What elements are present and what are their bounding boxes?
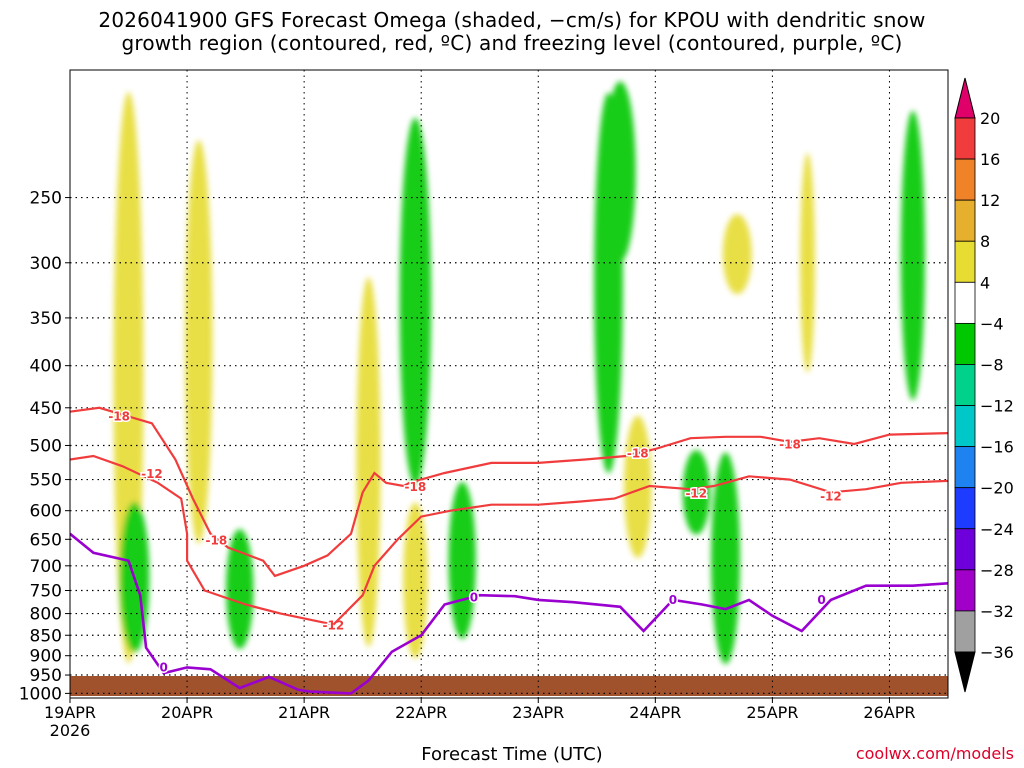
colorbar-label-8: −16 xyxy=(980,438,1014,457)
omega-feature-2-level-1 xyxy=(185,140,213,544)
x-tick-sublabel-year: 2026 xyxy=(50,721,91,740)
colorbar-legend: 20 16 12 8 4 −4 −8 −12 −16 −20 −24 −28 −32 −36 xyxy=(954,77,1014,693)
x-tick-label-25APR: 25APR xyxy=(746,703,798,722)
y-tick-label-950: 950 xyxy=(30,666,62,686)
colorbar-bin-2 xyxy=(954,158,976,201)
contour-label-zero-2: 0 xyxy=(669,593,677,607)
x-tick-label-22APR: 22APR xyxy=(395,703,447,722)
omega-shading xyxy=(113,81,925,665)
omega-feature-12-level-1 xyxy=(711,452,741,665)
colorbar-bin-4 xyxy=(954,240,976,283)
contour-minus18-b xyxy=(409,432,948,484)
contour-label-zero-1: 0 xyxy=(470,591,478,605)
omega-feature-11-level-1 xyxy=(682,450,711,535)
omega-feature-3-level-1 xyxy=(226,529,254,650)
contour-label-minus18-a-1: -18 xyxy=(205,533,227,547)
shading-layer xyxy=(113,81,925,665)
y-tick-label-900: 900 xyxy=(30,647,62,667)
y-tick-label-1000: 1000 xyxy=(19,684,62,704)
ground-bar xyxy=(70,676,948,696)
contour-label-zero-0: 0 xyxy=(159,660,167,674)
omega-feature-7-level-1 xyxy=(448,481,476,639)
contour-label-minus18-a-0: -18 xyxy=(108,410,130,424)
omega-feature-6-level-1 xyxy=(403,502,428,659)
omega-feature-13-level-1 xyxy=(722,214,752,295)
y-tick-label-400: 400 xyxy=(30,357,62,377)
colorbar-bin-11 xyxy=(954,528,976,571)
x-tick-label-21APR: 21APR xyxy=(278,703,330,722)
x-tick-label-23APR: 23APR xyxy=(512,703,564,722)
colorbar-bin-12 xyxy=(954,569,976,612)
colorbar-bin-6 xyxy=(954,322,976,365)
colorbar-bin-bottom-triangle xyxy=(954,651,976,693)
contour-label-minus12-a-0: -12 xyxy=(141,467,163,481)
contour-zero xyxy=(70,532,948,695)
colorbar-bin-7 xyxy=(954,364,976,406)
contour-label-zero-3: 0 xyxy=(817,593,825,607)
y-tick-label-800: 800 xyxy=(30,605,62,625)
y-tick-label-350: 350 xyxy=(30,309,62,329)
colorbar-label-1: 16 xyxy=(980,150,1000,169)
contour-label-minus18-b-2: -18 xyxy=(779,437,801,451)
chart-title-line-1: 2026041900 GFS Forecast Omega (shaded, −… xyxy=(98,8,926,32)
colorbar-bin-9 xyxy=(954,446,976,489)
colorbar-label-3: 8 xyxy=(980,232,990,251)
colorbar-label-7: −12 xyxy=(980,397,1014,416)
omega-feature-5-level-1 xyxy=(399,117,432,487)
colorbar-bin-10 xyxy=(954,487,976,530)
contour-label-minus12-b-0: -12 xyxy=(685,486,707,500)
colorbar-bin-1 xyxy=(954,117,976,160)
x-axis-label: Forecast Time (UTC) xyxy=(421,744,603,765)
colorbar-label-13: −36 xyxy=(980,643,1014,662)
y-tick-label-850: 850 xyxy=(30,626,62,646)
x-tick-label-19APR: 19APR xyxy=(44,703,96,722)
x-tick-label-20APR: 20APR xyxy=(161,703,213,722)
plot-grid xyxy=(69,70,948,698)
colorbar-bin-8 xyxy=(954,405,976,448)
contour-minus12-b xyxy=(332,475,948,626)
colorbar-bin-3 xyxy=(954,199,976,242)
y-tick-label-300: 300 xyxy=(30,254,62,274)
colorbar-label-0: 20 xyxy=(980,109,1000,128)
colorbar-bin-top-triangle xyxy=(954,77,976,119)
contour-label-minus18-b-0: -18 xyxy=(405,480,427,494)
colorbar-label-9: −20 xyxy=(980,479,1014,498)
plot-frame xyxy=(69,69,949,699)
y-tick-label-550: 550 xyxy=(30,471,62,491)
contour-label-minus18-b-1: -18 xyxy=(627,447,649,461)
y-tick-label-600: 600 xyxy=(30,502,62,522)
chart-title-line-2: growth region (contoured, red, ºC) and f… xyxy=(121,31,903,55)
x-tick-label-26APR: 26APR xyxy=(863,703,915,722)
y-tick-label-650: 650 xyxy=(30,530,62,550)
colorbar-label-4: 4 xyxy=(980,273,990,292)
x-tick-label-24APR: 24APR xyxy=(629,703,681,722)
y-tick-label-700: 700 xyxy=(30,557,62,577)
colorbar-label-12: −32 xyxy=(980,602,1014,621)
colorbar-label-10: −24 xyxy=(980,520,1014,539)
credit-link[interactable]: coolwx.com/models xyxy=(855,744,1014,763)
omega-feature-4-level-1 xyxy=(356,277,381,647)
y-tick-label-450: 450 xyxy=(30,399,62,419)
y-tick-label-250: 250 xyxy=(30,189,62,209)
y-tick-label-500: 500 xyxy=(30,436,62,456)
contours: -18 -18 -18 -18 -18 -12 -12 -12 -12 0 0 0 0 xyxy=(70,406,948,695)
contour-minus12-a xyxy=(70,454,334,626)
omega-feature-9-level-1 xyxy=(604,81,636,262)
y-tick-label-750: 750 xyxy=(30,581,62,601)
contour-label-minus12-b-1: -12 xyxy=(820,489,842,503)
colorbar-label-11: −28 xyxy=(980,561,1014,580)
colorbar-bin-13 xyxy=(954,610,976,653)
omega-feature-15-level-1 xyxy=(900,110,925,401)
contour-minus18-a xyxy=(70,406,411,578)
colorbar-label-5: −4 xyxy=(980,314,1004,333)
y-axis: 2503003504004505005506006507007508008509… xyxy=(19,189,70,704)
colorbar-label-6: −8 xyxy=(980,355,1004,374)
contour-label-minus12-a-1: -12 xyxy=(323,619,345,633)
colorbar-label-2: 12 xyxy=(980,191,1000,210)
colorbar-bin-5 xyxy=(954,281,976,324)
